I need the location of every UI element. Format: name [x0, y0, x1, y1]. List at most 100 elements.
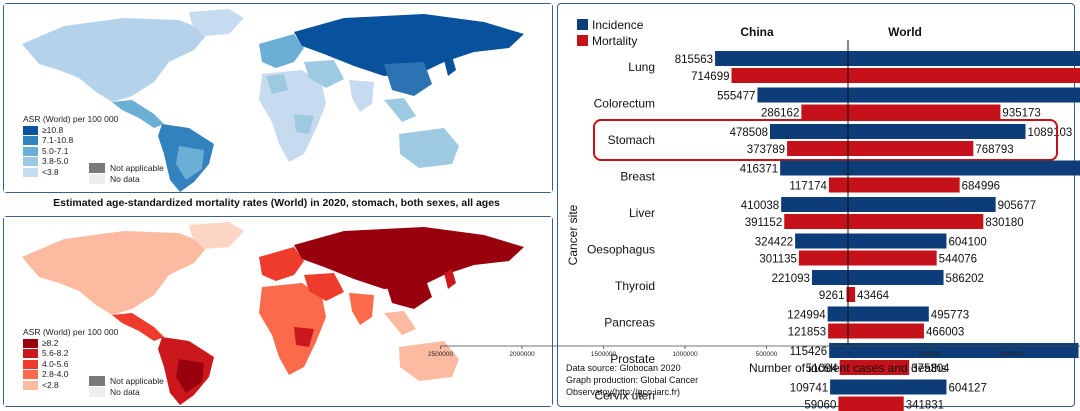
bar-china-incidence	[715, 51, 848, 66]
bar-world-mortality	[848, 68, 1080, 83]
bar-world-incidence	[848, 379, 947, 395]
bar-world-mortality	[848, 287, 856, 302]
label-china-mortality: 714699	[691, 71, 729, 83]
category-label: Pancreas	[604, 316, 655, 330]
label-world-mortality: 830180	[985, 217, 1023, 229]
x-tick-label: 500000	[756, 351, 778, 358]
label-world-mortality: 935173	[1002, 108, 1040, 120]
mortality-map-title: Estimated age-standardized mortality rat…	[53, 197, 500, 209]
mortality-na-legend: Not applicable No data	[89, 375, 164, 397]
legend-item: 7.1-10.8	[23, 135, 118, 147]
x-tick-label: 2500000	[428, 351, 454, 358]
label-china-incidence: 478508	[730, 127, 768, 139]
label-china-incidence: 410038	[741, 200, 779, 212]
bar-world-mortality	[848, 323, 924, 339]
bar-world-incidence	[848, 160, 1080, 176]
bar-world-incidence	[848, 270, 944, 285]
no-data-label: No data	[110, 173, 140, 184]
category-label: Prostate	[610, 352, 655, 366]
bar-world-mortality	[848, 104, 1001, 120]
x-tick-label: 1000000	[672, 351, 698, 358]
bar-china-mortality	[838, 396, 848, 411]
bar-china-incidence	[770, 124, 848, 139]
label-china-mortality: 121853	[788, 327, 826, 339]
legend-label-incidence: Incidence	[592, 18, 644, 32]
bar-world-incidence	[848, 124, 1026, 139]
label-china-incidence: 815563	[675, 54, 713, 66]
bar-china-mortality	[801, 104, 848, 120]
bar-world-mortality	[848, 250, 937, 266]
bar-world-incidence	[848, 87, 1080, 103]
label-world-incidence: 495773	[931, 310, 969, 322]
label-world-mortality: 341831	[906, 400, 944, 411]
y-axis-label: Cancer site	[566, 204, 580, 265]
bar-world-incidence	[848, 197, 996, 212]
label-china-incidence: 324422	[755, 237, 793, 249]
legend-item: 4.0-5.6	[23, 359, 118, 370]
legend-item: ≥8.2	[23, 338, 118, 349]
category-label: Breast	[620, 170, 655, 184]
source-line: Observatoy(http://gco.iarc.fr)	[566, 387, 681, 397]
label-world-incidence: 604100	[948, 237, 986, 249]
incidence-map-panel: ASR (World) per 100 000 ≥10.8 7.1-10.8 5…	[3, 3, 553, 193]
bar-world-mortality	[848, 177, 960, 193]
mortality-world-map	[4, 217, 552, 406]
category-label: Lung	[628, 60, 655, 74]
label-world-incidence: 604127	[948, 383, 986, 395]
legend-item: 5.0-7.1	[23, 146, 118, 157]
bar-china-mortality	[828, 177, 848, 193]
x-axis-label: Number of incident cases and deaths	[749, 361, 947, 375]
bar-china-mortality	[784, 214, 848, 229]
label-china-mortality: 391152	[745, 217, 783, 229]
label-china-mortality: 9261	[819, 290, 845, 302]
header-china: China	[740, 25, 774, 39]
bar-china-mortality	[839, 360, 848, 375]
label-world-mortality: 43464	[857, 290, 890, 302]
source-line: Graph production: Global Cancer	[566, 375, 699, 385]
incidence-na-legend: Not applicable No data	[89, 162, 164, 184]
category-label: Colorectum	[594, 97, 655, 111]
bar-china-incidence	[781, 197, 848, 212]
legend-label-mortality: Mortality	[592, 34, 637, 48]
bar-world-incidence	[848, 343, 1079, 358]
bar-world-mortality	[848, 141, 974, 156]
x-tick-label: 2000000	[509, 351, 535, 358]
label-world-mortality: 375304	[911, 363, 950, 375]
bar-china-incidence	[811, 270, 848, 285]
bar-china-incidence	[827, 306, 848, 322]
category-label: Cervix uteri	[594, 389, 655, 403]
mortality-legend: ASR (World) per 100 000 ≥8.2 5.6-8.2 4.0…	[23, 327, 118, 391]
bar-china-incidence	[795, 233, 848, 249]
bar-china-incidence	[780, 160, 848, 176]
x-tick-label: 0	[846, 351, 850, 358]
legend-swatch-mortality	[577, 35, 588, 46]
label-world-mortality: 466003	[926, 327, 964, 339]
label-china-mortality: 51094	[806, 363, 839, 375]
label-china-incidence: 124994	[787, 310, 826, 322]
data-source-note: Data source: Globocan 2020 Graph product…	[566, 362, 698, 398]
bar-china-incidence	[829, 343, 848, 358]
source-line: Data source: Globocan 2020	[566, 363, 681, 373]
legend-title: ASR (World) per 100 000	[23, 327, 119, 337]
label-world-mortality: 544076	[939, 254, 977, 266]
bar-china-mortality	[798, 250, 848, 266]
bar-china-incidence	[757, 87, 848, 103]
bar-world-incidence	[848, 306, 929, 322]
bar-china-mortality	[731, 68, 848, 83]
x-tick-label: 1500000	[591, 351, 617, 358]
no-data-label: No data	[110, 386, 140, 397]
header-world: World	[888, 25, 922, 39]
label-china-incidence: 109741	[790, 383, 828, 395]
label-china-mortality: 301135	[759, 254, 797, 266]
bar-world-mortality	[848, 214, 984, 229]
category-label: Thyroid	[615, 279, 655, 293]
label-china-incidence: 416371	[740, 164, 778, 176]
highlight-box-stomach	[593, 119, 1058, 161]
category-label: Oesophagus	[587, 243, 655, 257]
not-applicable-label: Not applicable	[110, 162, 164, 173]
label-china-incidence: 555477	[717, 91, 755, 103]
legend-item: ≥10.8	[23, 125, 118, 136]
label-world-incidence: 905677	[998, 200, 1036, 212]
bar-world-incidence	[848, 233, 947, 249]
